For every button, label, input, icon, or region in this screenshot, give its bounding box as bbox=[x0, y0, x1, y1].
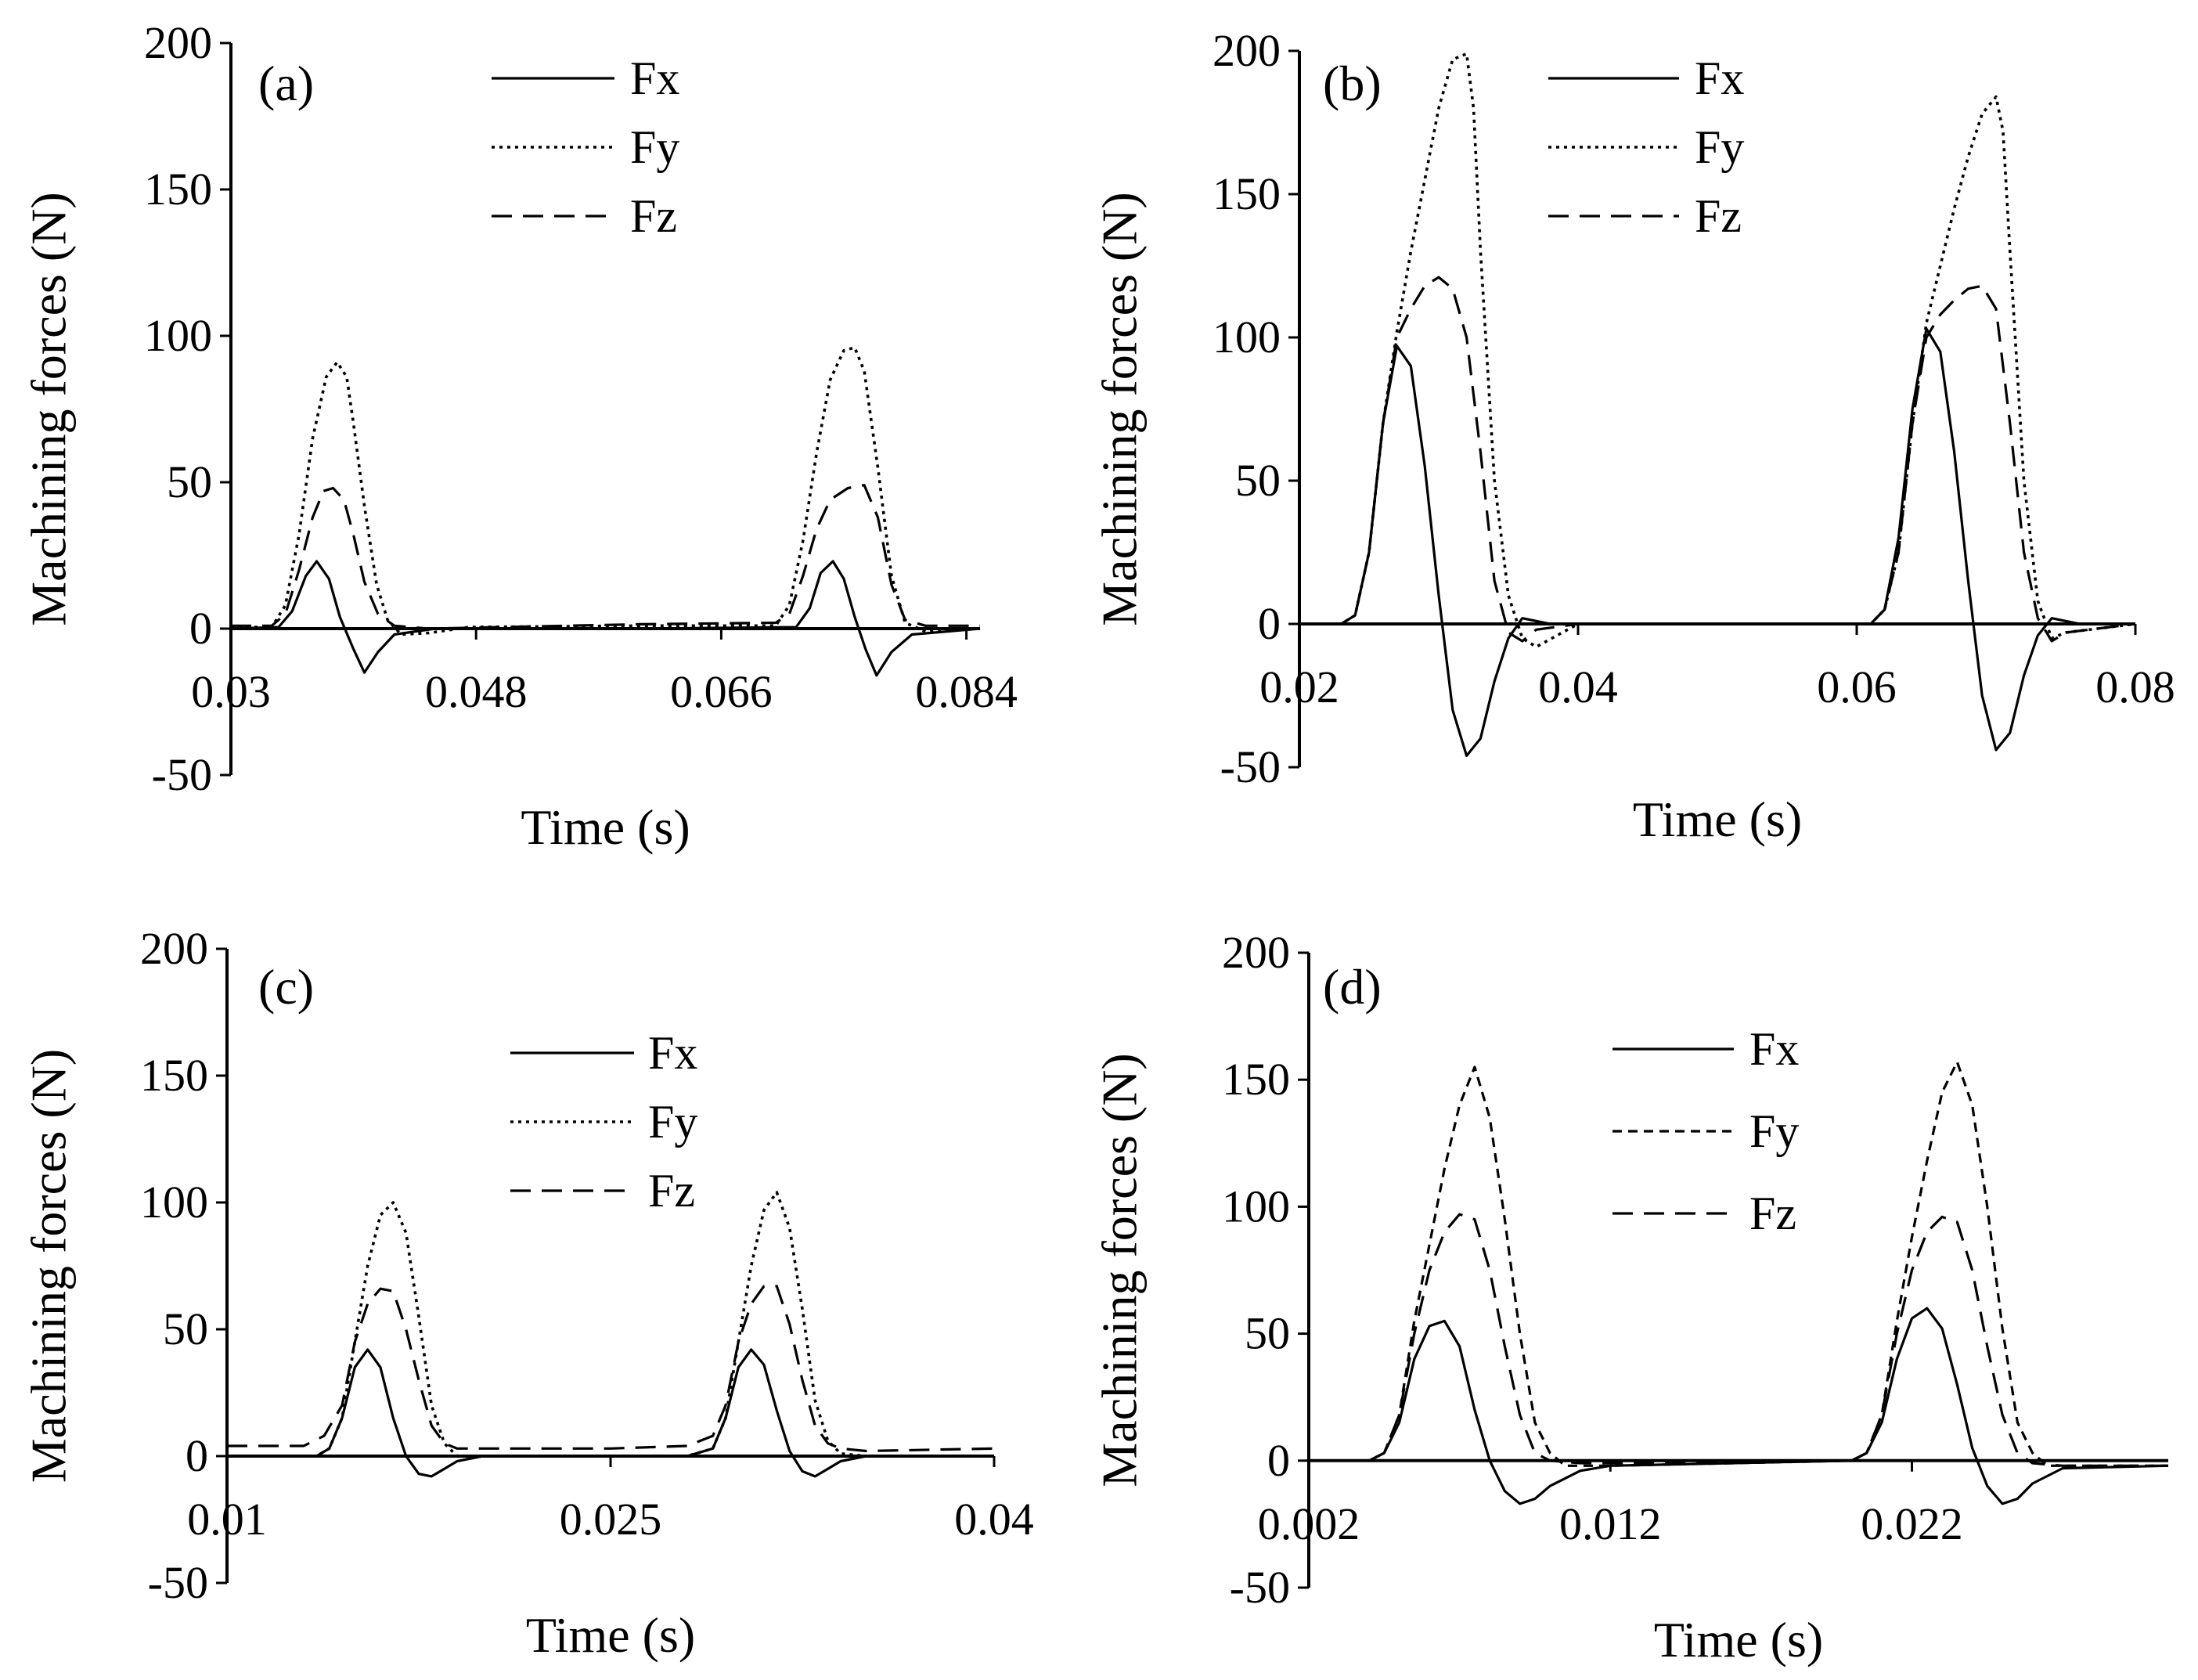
panel-c-y-tick-label: 150 bbox=[140, 1050, 208, 1101]
panel-b-x-tick-label: 0.02 bbox=[1259, 662, 1339, 712]
panel-d-legend: Fx Fy Fz bbox=[1612, 1023, 1799, 1239]
panel-b-legend-label-fz: Fz bbox=[1695, 190, 1742, 242]
panel-c-y-axis-title: Machining forces (N) bbox=[21, 1049, 77, 1483]
panel-a-y-tick-label: 200 bbox=[144, 17, 212, 68]
panel-d-x-tick-label: 0.002 bbox=[1258, 1498, 1360, 1549]
panel-d-y-tick-label: 150 bbox=[1222, 1054, 1290, 1105]
panel-c-x-tick-label: 0.04 bbox=[954, 1494, 1034, 1545]
panel-d-series-fz bbox=[1309, 1213, 2168, 1467]
panel-a-series-fx bbox=[230, 560, 981, 677]
panel-a-label: (a) bbox=[258, 56, 314, 111]
panel-b-legend-label-fx: Fx bbox=[1695, 52, 1744, 104]
panel-b-x-tick-label: 0.04 bbox=[1538, 662, 1618, 712]
panel-c-legend: Fx Fy Fz bbox=[510, 1027, 697, 1217]
panel-a-y-axis-title: Machining forces (N) bbox=[21, 192, 77, 625]
panel-c-label: (c) bbox=[258, 959, 314, 1015]
panel-d-label: (d) bbox=[1323, 959, 1382, 1015]
panel-a-series-fz bbox=[231, 484, 980, 630]
panel-a-x-tick-label: 0.048 bbox=[425, 666, 528, 717]
panels: -50 0 50 100 150 200 0.03 0.048 0.066 0.084 Time (… bbox=[21, 17, 2175, 1667]
panel-b-y-tick-label: 50 bbox=[1235, 455, 1281, 506]
panel-a-y-tick-label: 150 bbox=[144, 164, 212, 215]
panel-b-y-tick-label: -50 bbox=[1220, 741, 1281, 792]
panel-d-x-tick-label: 0.022 bbox=[1861, 1498, 1963, 1549]
panel-c-y-tick-label: 200 bbox=[140, 923, 208, 974]
panel-b-series-fy bbox=[1299, 52, 2136, 649]
panel-c-legend-label-fx: Fx bbox=[648, 1027, 697, 1079]
panel-b-legend: Fx Fy Fz bbox=[1548, 52, 1744, 242]
panel-d-x-tick-label: 0.012 bbox=[1559, 1498, 1662, 1549]
panel-a-series-fy bbox=[231, 346, 981, 636]
panel-d-y-tick-label: -50 bbox=[1230, 1562, 1290, 1613]
panel-a-x-tick-label: 0.084 bbox=[915, 666, 1018, 717]
panel-d-x-axis-title: Time (s) bbox=[1654, 1612, 1823, 1667]
panel-a-y-tick-label: 0 bbox=[189, 603, 212, 654]
panel-d-legend-label-fz: Fz bbox=[1749, 1188, 1796, 1239]
panel-a-legend-label-fx: Fx bbox=[630, 52, 679, 104]
panel-d-series-fy bbox=[1309, 1060, 2168, 1467]
panel-c-y-tick-label: 0 bbox=[186, 1430, 208, 1481]
panel-c-legend-label-fy: Fy bbox=[648, 1096, 697, 1148]
panel-c-x-tick-label: 0.01 bbox=[187, 1494, 267, 1545]
panel-d-chart: -50 0 50 100 150 200 0.002 0.012 0.022 Time (s) Ma… bbox=[1092, 927, 2169, 1667]
panel-d-y-axis-title: Machining forces (N) bbox=[1092, 1053, 1148, 1487]
panel-a-y-tick-label: 50 bbox=[167, 456, 212, 507]
panel-a-x-axis-title: Time (s) bbox=[521, 799, 690, 855]
panel-b-y-tick-label: 200 bbox=[1213, 25, 1281, 76]
panel-b-x-tick-label: 0.06 bbox=[1817, 662, 1897, 712]
panel-a-legend: Fx Fy Fz bbox=[492, 52, 679, 242]
panel-c-chart: -50 0 50 100 150 200 0.01 0.025 0.04 Time (s) Mach… bbox=[21, 923, 1034, 1663]
panel-b-series-fz bbox=[1299, 276, 2136, 643]
panel-b-series-fx bbox=[1299, 327, 2135, 758]
panel-d-y-tick-label: 0 bbox=[1267, 1435, 1290, 1486]
panel-b-y-tick-label: 150 bbox=[1213, 168, 1281, 219]
panel-a-x-tick-label: 0.066 bbox=[670, 666, 773, 717]
panel-d-legend-label-fx: Fx bbox=[1749, 1023, 1799, 1075]
panel-c-x-tick-label: 0.025 bbox=[560, 1494, 662, 1545]
panel-c-y-tick-label: 50 bbox=[163, 1303, 208, 1354]
panel-d-y-tick-label: 50 bbox=[1245, 1308, 1290, 1359]
panel-b-x-tick-label: 0.08 bbox=[2095, 662, 2175, 712]
panel-a-legend-label-fz: Fz bbox=[630, 190, 677, 242]
panel-b-y-tick-label: 100 bbox=[1213, 312, 1281, 362]
panel-a-chart: -50 0 50 100 150 200 0.03 0.048 0.066 0.084 Time (… bbox=[21, 17, 1018, 855]
panel-d-y-tick-label: 200 bbox=[1222, 927, 1290, 978]
panel-d-series-fx bbox=[1309, 1307, 2169, 1505]
panel-b-y-axis-title: Machining forces (N) bbox=[1092, 192, 1148, 625]
panel-a-y-tick-label: -50 bbox=[152, 749, 212, 800]
panel-b-label: (b) bbox=[1323, 56, 1382, 111]
panel-c-series-fy bbox=[227, 1191, 994, 1458]
panel-a-y-tick-label: 100 bbox=[144, 310, 212, 361]
panel-c-y-tick-label: 100 bbox=[140, 1177, 208, 1228]
panel-c-x-axis-title: Time (s) bbox=[526, 1607, 695, 1663]
panel-d-legend-label-fy: Fy bbox=[1749, 1105, 1799, 1157]
panel-b-chart: -50 0 50 100 150 200 0.02 0.04 0.06 0.08 Time (s) M… bbox=[1092, 25, 2175, 847]
panel-c-y-tick-label: -50 bbox=[148, 1557, 208, 1608]
panel-c-legend-label-fz: Fz bbox=[648, 1165, 695, 1217]
panel-a-legend-label-fy: Fy bbox=[630, 121, 679, 173]
panel-b-y-tick-label: 0 bbox=[1258, 598, 1281, 649]
panel-b-x-axis-title: Time (s) bbox=[1633, 791, 1802, 847]
panel-d-y-tick-label: 100 bbox=[1222, 1181, 1290, 1231]
panel-b-legend-label-fy: Fy bbox=[1695, 121, 1744, 173]
panel-a-x-tick-label: 0.03 bbox=[191, 666, 271, 717]
panel-c-series-fz bbox=[227, 1285, 995, 1453]
panel-c-series-fx bbox=[227, 1348, 994, 1478]
